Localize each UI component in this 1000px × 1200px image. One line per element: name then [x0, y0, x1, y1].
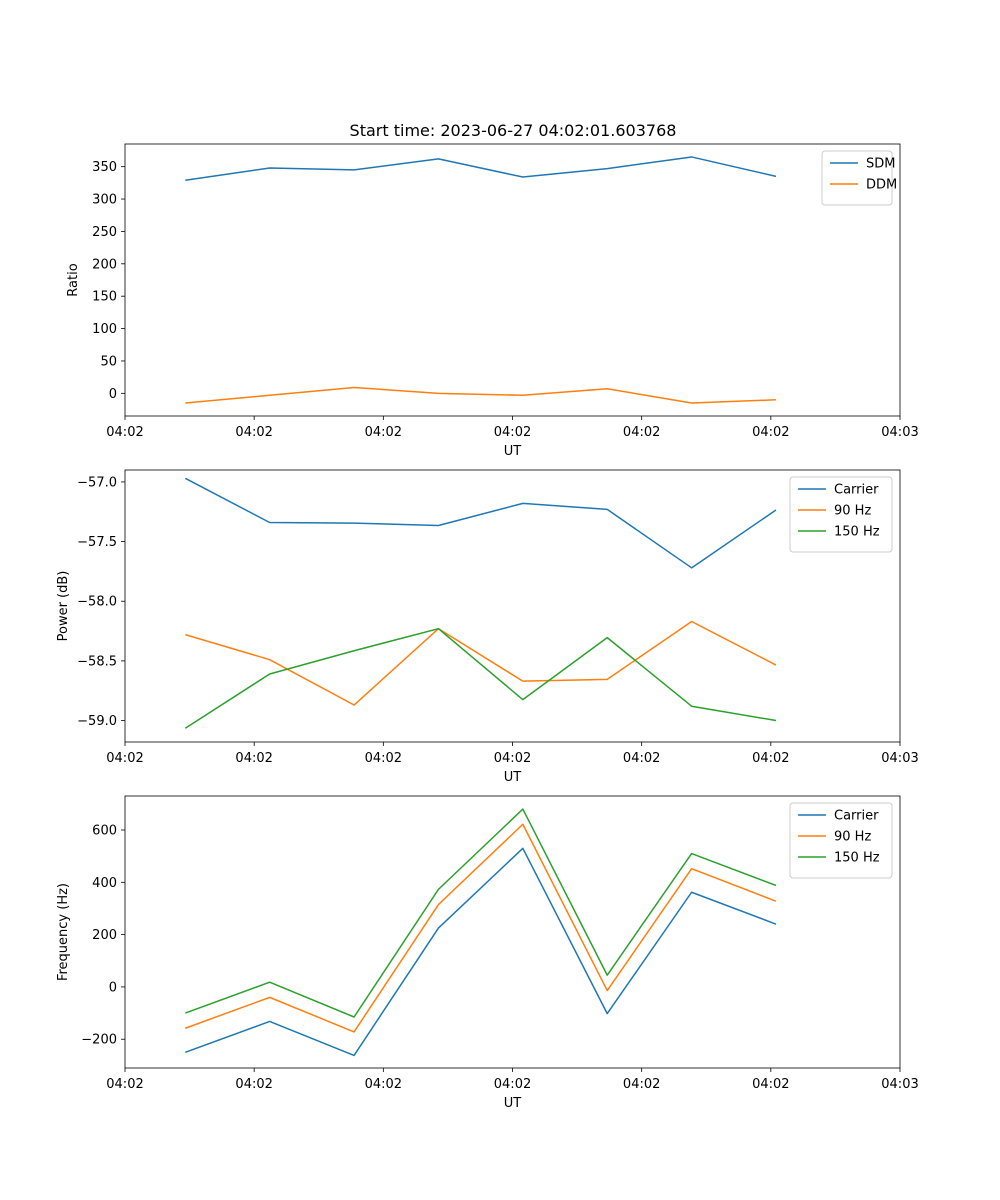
- x-tick-label-1-6: 04:02: [752, 425, 789, 440]
- legend-label-3-1: Carrier: [834, 809, 879, 824]
- y-tick-label-2-2: −57.5: [77, 535, 117, 550]
- y-axis-label-2: Power (dB): [56, 571, 71, 642]
- x-axis-label-3: UT: [504, 1096, 522, 1111]
- x-tick-label-3-3: 04:02: [365, 1077, 402, 1092]
- legend-label-1-1: SDM: [866, 157, 895, 172]
- x-tick-label-1-1: 04:02: [106, 425, 143, 440]
- x-tick-label-3-2: 04:02: [235, 1077, 272, 1092]
- legend-label-3-2: 90 Hz: [834, 830, 871, 845]
- x-tick-label-2-6: 04:02: [752, 751, 789, 766]
- y-tick-label-1-8: 350: [92, 160, 117, 175]
- series-line-3-2: [185, 823, 777, 1033]
- x-tick-label-1-7: 04:03: [881, 425, 918, 440]
- chart-panel-1: 04:02 04:02 04:02 04:02 04:02 04:02 04:03 0 50 10…: [66, 143, 919, 459]
- y-tick-label-1-3: 100: [92, 322, 117, 337]
- x-tick-label-2-2: 04:02: [235, 751, 272, 766]
- x-tick-label-3-6: 04:02: [752, 1077, 789, 1092]
- series-line-3-3: [185, 808, 777, 1018]
- series-line-2-2: [185, 620, 777, 706]
- y-tick-label-2-4: −58.5: [77, 654, 117, 669]
- x-tick-label-2-3: 04:02: [365, 751, 402, 766]
- chart-title: Start time: 2023-06-27 04:02:01.603768: [350, 121, 677, 140]
- legend-2: Carrier 90 Hz 150 Hz: [789, 476, 893, 553]
- x-axis-label-2: UT: [504, 770, 522, 785]
- y-tick-label-1-1: 0: [109, 387, 117, 402]
- x-tick-label-2-1: 04:02: [106, 751, 143, 766]
- x-tick-label-3-1: 04:02: [106, 1077, 143, 1092]
- series-line-2-3: [184, 627, 777, 729]
- x-tick-label-1-4: 04:02: [494, 425, 531, 440]
- legend-3: Carrier 90 Hz 150 Hz: [789, 802, 893, 879]
- x-tick-label-2-5: 04:02: [623, 751, 660, 766]
- legend-1: SDM DDM: [821, 150, 897, 206]
- y-tick-label-1-6: 250: [92, 225, 117, 240]
- y-axis-label-1: Ratio: [66, 263, 81, 296]
- legend-box-1: [821, 150, 893, 206]
- chart-panel-3: 04:02 04:02 04:02 04:02 04:02 04:02 04:03 −200 0…: [56, 795, 919, 1111]
- y-tick-label-2-3: −58.0: [77, 595, 117, 610]
- legend-label-3-3: 150 Hz: [834, 851, 880, 866]
- x-tick-label-2-4: 04:02: [494, 751, 531, 766]
- x-tick-label-1-5: 04:02: [623, 425, 660, 440]
- y-tick-label-1-5: 200: [92, 257, 117, 272]
- y-tick-label-3-5: 600: [92, 824, 117, 839]
- legend-label-2-2: 90 Hz: [834, 504, 871, 519]
- y-tick-label-2-1: −57.0: [77, 475, 117, 490]
- series-line-2-1: [184, 477, 777, 569]
- chart-panel-2: 04:02 04:02 04:02 04:02 04:02 04:02 04:03 −57.0…: [56, 469, 919, 785]
- x-tick-label-1-3: 04:02: [365, 425, 402, 440]
- legend-label-2-1: Carrier: [834, 483, 879, 498]
- series-line-1-2: [185, 386, 777, 404]
- y-tick-label-1-7: 300: [92, 193, 117, 208]
- y-tick-label-3-3: 200: [92, 928, 117, 943]
- y-tick-label-3-1: −200: [81, 1033, 117, 1048]
- y-tick-label-3-4: 400: [92, 876, 117, 891]
- x-axis-label-1: UT: [504, 444, 522, 459]
- y-tick-label-1-4: 150: [92, 290, 117, 305]
- x-tick-label-3-7: 04:03: [881, 1077, 918, 1092]
- x-tick-label-1-2: 04:02: [235, 425, 272, 440]
- y-axis-label-3: Frequency (Hz): [56, 883, 71, 981]
- series-line-1-1: [185, 156, 777, 182]
- x-tick-label-3-5: 04:02: [623, 1077, 660, 1092]
- x-tick-label-3-4: 04:02: [494, 1077, 531, 1092]
- x-tick-label-2-7: 04:03: [881, 751, 918, 766]
- y-tick-label-1-2: 50: [100, 354, 117, 369]
- y-tick-label-3-2: 0: [109, 980, 117, 995]
- legend-box-2: [789, 476, 893, 553]
- legend-label-1-2: DDM: [866, 178, 897, 193]
- legend-box-3: [789, 802, 893, 879]
- legend-label-2-3: 150 Hz: [834, 525, 880, 540]
- y-tick-label-2-5: −59.0: [77, 714, 117, 729]
- series-line-3-1: [185, 847, 777, 1057]
